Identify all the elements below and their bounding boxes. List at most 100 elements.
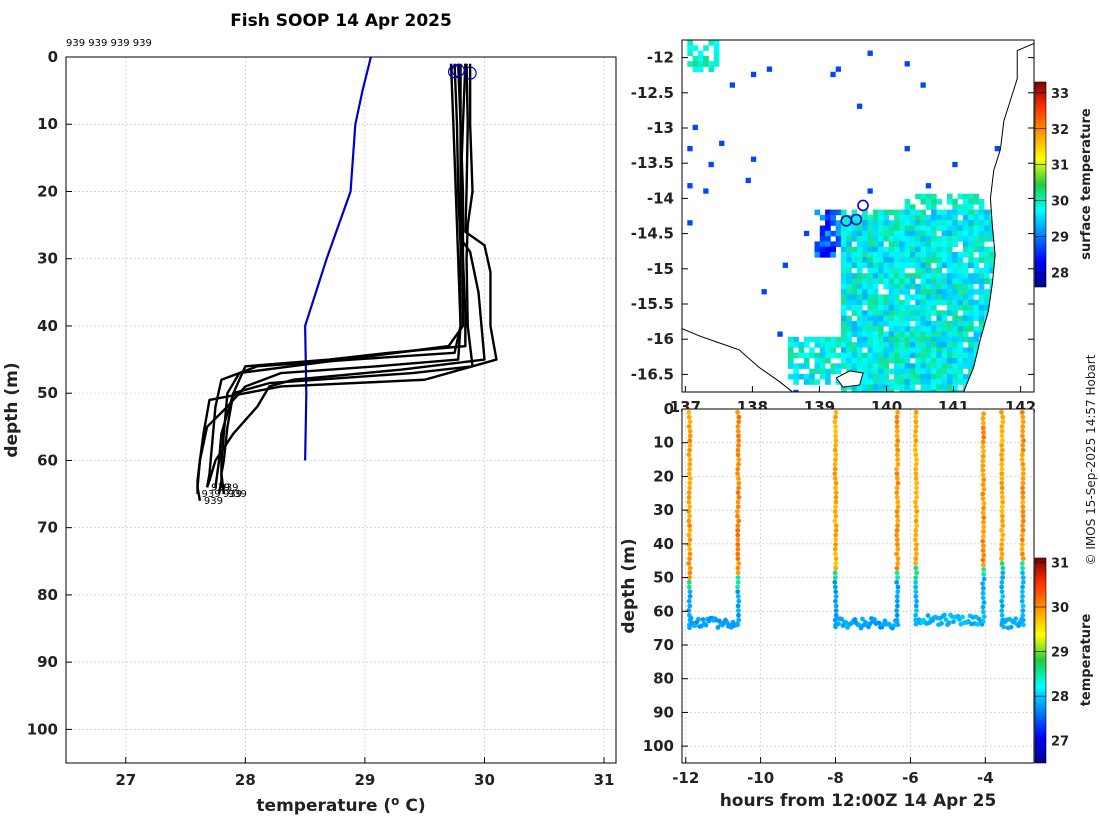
sst-cell <box>936 347 942 353</box>
sst-cell <box>867 342 874 348</box>
sst-cell <box>899 209 905 216</box>
sst-cell <box>793 352 799 359</box>
sst-cell <box>936 389 942 392</box>
sst-cell <box>947 310 953 316</box>
sst-cell <box>846 278 852 285</box>
sst-cell <box>708 61 715 67</box>
section-dot <box>999 494 1005 500</box>
section-dot <box>833 527 839 533</box>
section-dot <box>687 513 693 519</box>
sst-cell <box>819 241 826 247</box>
section-dot <box>1020 476 1026 481</box>
sst-cell <box>846 283 852 290</box>
sst-cell <box>830 220 836 226</box>
sst-cell <box>883 262 889 269</box>
sst-cell <box>973 331 980 338</box>
sst-cell <box>962 363 969 369</box>
section-dot <box>687 443 693 448</box>
section-dot <box>1020 518 1026 524</box>
sst-cell <box>920 389 927 392</box>
sst-cell <box>851 389 858 392</box>
sst-cell <box>894 273 900 279</box>
sst-cell <box>830 363 836 369</box>
map-cb-tick: 33 <box>1051 87 1069 102</box>
sst-cell <box>788 352 794 359</box>
section-dot <box>832 447 838 453</box>
section-dot <box>735 424 741 429</box>
sst-cell <box>968 283 974 290</box>
section-dot <box>939 621 944 626</box>
sst-cell <box>809 347 815 353</box>
sst-cell <box>856 294 863 300</box>
sst-cell <box>867 252 874 258</box>
section-dot <box>833 598 838 604</box>
sst-cell <box>936 262 942 269</box>
sst-cell <box>878 294 884 300</box>
sst-cell <box>883 368 889 375</box>
section-dot <box>895 584 901 590</box>
section-dot <box>999 476 1005 481</box>
sst-cell <box>841 310 847 316</box>
sst-cell <box>825 368 831 375</box>
sst-cell <box>931 204 937 210</box>
sst-cell <box>989 246 995 253</box>
profile-y-tick: 60 <box>37 451 58 469</box>
sst-cell <box>872 241 879 247</box>
sst-cell <box>936 225 942 232</box>
map-y-tick: -13 <box>647 119 674 137</box>
sst-cell <box>856 278 863 285</box>
sst-cell <box>846 246 852 253</box>
sst-cell <box>851 299 858 306</box>
sst-cell <box>862 262 868 269</box>
sst-cell <box>867 225 874 232</box>
sst-cell <box>798 363 805 369</box>
sst-cell <box>925 262 932 269</box>
sst-cell <box>904 278 911 285</box>
sst-cell <box>962 352 969 359</box>
sst-cell <box>984 220 990 226</box>
sst-cell <box>962 326 969 332</box>
sst-cell <box>888 379 895 385</box>
section-y-label: depth (m) <box>619 538 639 633</box>
sst-cell <box>899 352 905 359</box>
sst-cell <box>894 358 900 364</box>
section-dot <box>943 617 949 623</box>
sst-cell <box>925 347 932 353</box>
sst-cell <box>888 267 895 274</box>
sst-cell <box>904 204 911 210</box>
sst-cell <box>931 193 937 200</box>
sst-cell <box>841 267 847 274</box>
section-dot <box>1016 623 1022 629</box>
sst-cell <box>878 320 884 327</box>
section-dot <box>1020 513 1026 519</box>
sst-cell <box>904 273 911 279</box>
sst-cell <box>872 209 879 216</box>
sst-cell <box>915 320 921 327</box>
sst-cell <box>888 289 895 295</box>
sst-cell <box>692 61 699 67</box>
sst-cell <box>841 220 847 226</box>
sst-cell <box>841 315 847 322</box>
sst-cell <box>703 45 709 51</box>
section-dot <box>832 575 838 580</box>
section-dot <box>686 490 692 496</box>
sst-cell <box>851 352 858 359</box>
sst-cell <box>862 315 868 322</box>
sst-cell <box>941 347 948 353</box>
sst-cell <box>846 225 852 232</box>
sst-cell <box>862 358 868 364</box>
sst-cell <box>968 294 974 300</box>
section-dot <box>687 570 693 576</box>
sst-cell <box>846 358 852 364</box>
sst-cell <box>899 278 905 285</box>
sst-cell <box>894 209 900 216</box>
sst-cell <box>835 336 842 343</box>
sst-cell <box>978 273 985 279</box>
sst-cell <box>941 252 948 258</box>
section-dot <box>860 616 865 622</box>
sst-cell <box>952 326 958 332</box>
sst-cell <box>899 342 905 348</box>
sst-cell <box>867 267 874 274</box>
sst-cell <box>968 352 974 359</box>
